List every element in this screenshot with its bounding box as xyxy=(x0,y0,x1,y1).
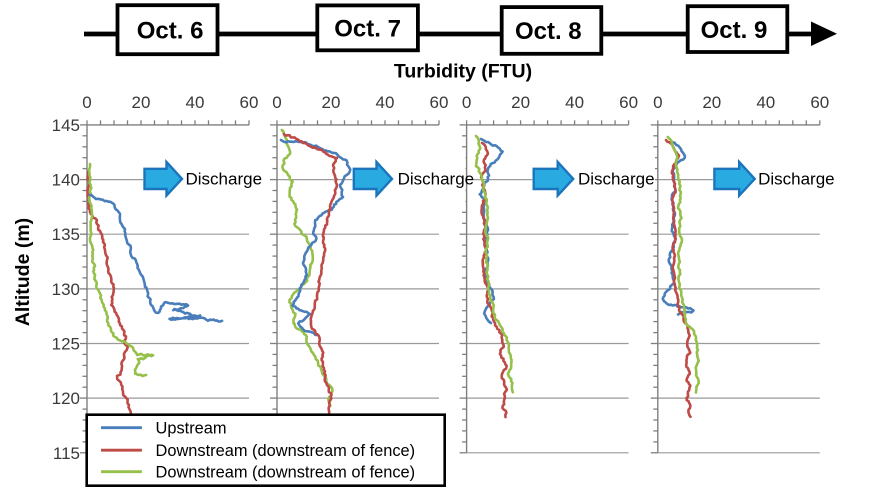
svg-text:145: 145 xyxy=(52,116,80,135)
svg-text:Discharge: Discharge xyxy=(578,169,655,188)
svg-text:40: 40 xyxy=(565,93,584,112)
svg-text:135: 135 xyxy=(52,225,80,244)
svg-text:130: 130 xyxy=(52,280,80,299)
svg-text:Oct. 7: Oct. 7 xyxy=(334,16,401,43)
svg-text:20: 20 xyxy=(132,93,151,112)
svg-text:Altitude (m): Altitude (m) xyxy=(12,218,34,326)
svg-text:60: 60 xyxy=(619,93,638,112)
svg-text:60: 60 xyxy=(240,93,259,112)
svg-text:Upstream: Upstream xyxy=(156,420,227,438)
svg-text:40: 40 xyxy=(376,93,395,112)
svg-text:20: 20 xyxy=(702,93,721,112)
svg-text:Oct. 6: Oct. 6 xyxy=(137,18,204,45)
svg-text:0: 0 xyxy=(653,93,662,112)
svg-text:20: 20 xyxy=(322,93,341,112)
svg-text:60: 60 xyxy=(430,93,449,112)
svg-text:20: 20 xyxy=(511,93,530,112)
svg-text:Discharge: Discharge xyxy=(398,169,475,188)
svg-text:40: 40 xyxy=(186,93,205,112)
svg-text:Oct. 8: Oct. 8 xyxy=(515,18,582,45)
svg-text:Downstream (downstream of fenc: Downstream (downstream of fence) xyxy=(156,442,416,460)
svg-text:0: 0 xyxy=(272,93,281,112)
svg-text:Discharge: Discharge xyxy=(758,169,835,188)
svg-text:Turbidity (FTU): Turbidity (FTU) xyxy=(394,61,532,83)
svg-text:Discharge: Discharge xyxy=(186,169,263,188)
svg-text:40: 40 xyxy=(756,93,775,112)
svg-text:0: 0 xyxy=(82,93,91,112)
svg-text:60: 60 xyxy=(810,93,829,112)
svg-text:140: 140 xyxy=(52,171,80,190)
svg-text:120: 120 xyxy=(52,389,80,408)
svg-text:Downstream (downstream of fenc: Downstream (downstream of fence) xyxy=(156,464,416,482)
svg-text:0: 0 xyxy=(462,93,471,112)
svg-text:Oct. 9: Oct. 9 xyxy=(701,17,768,44)
svg-text:125: 125 xyxy=(52,335,80,354)
svg-text:115: 115 xyxy=(53,444,80,463)
